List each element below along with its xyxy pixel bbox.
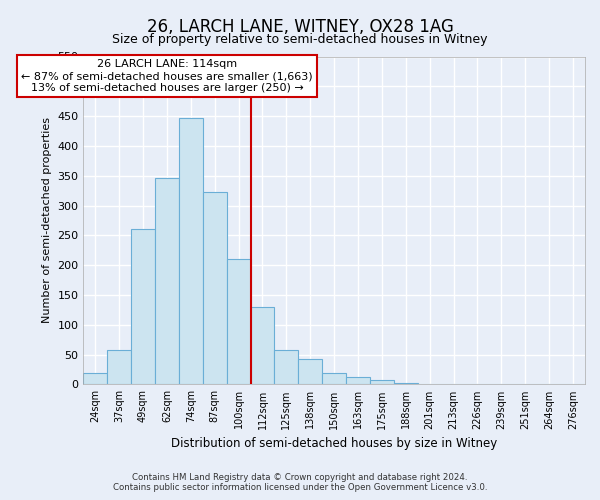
Bar: [107, 350, 131, 384]
Bar: [370, 380, 394, 384]
Bar: [394, 383, 418, 384]
Text: Contains HM Land Registry data © Crown copyright and database right 2024.
Contai: Contains HM Land Registry data © Crown c…: [113, 473, 487, 492]
Bar: [274, 350, 298, 384]
Bar: [251, 307, 274, 384]
Bar: [346, 376, 370, 384]
Text: 26, LARCH LANE, WITNEY, OX28 1AG: 26, LARCH LANE, WITNEY, OX28 1AG: [146, 18, 454, 36]
Bar: [131, 230, 155, 384]
Bar: [298, 360, 322, 384]
Bar: [227, 259, 251, 384]
Text: 26 LARCH LANE: 114sqm
← 87% of semi-detached houses are smaller (1,663)
13% of s: 26 LARCH LANE: 114sqm ← 87% of semi-deta…: [21, 60, 313, 92]
Text: Size of property relative to semi-detached houses in Witney: Size of property relative to semi-detach…: [112, 32, 488, 46]
Bar: [322, 372, 346, 384]
Bar: [155, 178, 179, 384]
X-axis label: Distribution of semi-detached houses by size in Witney: Distribution of semi-detached houses by …: [171, 437, 497, 450]
Y-axis label: Number of semi-detached properties: Number of semi-detached properties: [42, 118, 52, 324]
Bar: [83, 372, 107, 384]
Bar: [179, 118, 203, 384]
Bar: [203, 192, 227, 384]
